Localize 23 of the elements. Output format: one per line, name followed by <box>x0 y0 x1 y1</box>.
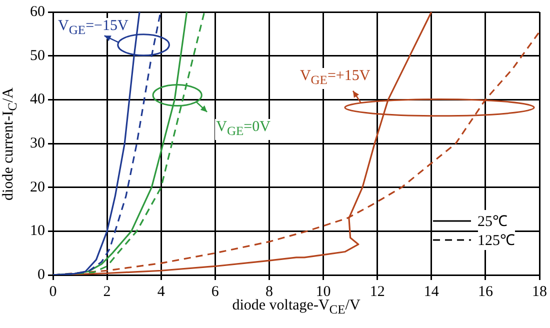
x-tick-label: 6 <box>211 284 220 300</box>
x-tick-label: 10 <box>316 284 331 300</box>
x-tick-label: 4 <box>157 284 166 300</box>
y-tick-label: 60 <box>30 4 45 20</box>
x-tick-label: 18 <box>532 284 547 300</box>
y-tick-label: 40 <box>30 92 45 108</box>
y-tick-label: 10 <box>30 223 45 240</box>
x-tick-label: 12 <box>370 284 385 300</box>
x-tick-label: 2 <box>103 284 111 300</box>
x-axis-title: diode voltage-V$_{CE}$/V <box>232 298 360 318</box>
y-tick-label: 30 <box>30 135 45 152</box>
y-tick-label: 20 <box>30 179 45 196</box>
x-tick-label: 14 <box>424 284 440 300</box>
y-tick-label: 0 <box>38 266 45 283</box>
y-tick-label: 50 <box>30 48 45 64</box>
x-tick-label: 8 <box>265 284 273 300</box>
annotation: V$_{GE}$=−15V <box>57 18 130 40</box>
annotation: V$_{GE}$=0V <box>215 118 272 140</box>
annotation: 25℃ <box>478 210 508 232</box>
annotation: 125℃ <box>478 229 515 250</box>
x-tick-label: 0 <box>49 284 57 300</box>
annotation: V$_{GE}$=+15V <box>298 68 372 90</box>
x-tick-label: 16 <box>478 284 494 300</box>
